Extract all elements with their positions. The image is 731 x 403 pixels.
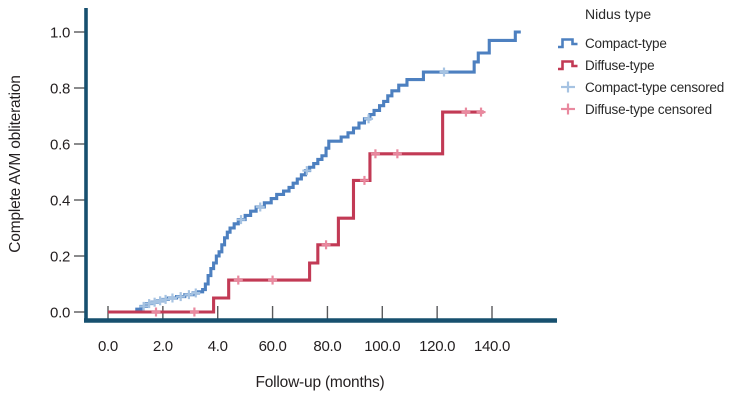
legend-label: Compact-type censored [585,79,725,95]
y-tick-label: 0.6 [50,137,70,154]
x-axis-title: Follow-up (months) [255,374,385,391]
y-tick-label: 0.8 [50,81,70,98]
x-tick-label: 120.0 [419,338,455,355]
diffuse-curve [108,110,484,314]
compact-curve [108,30,521,314]
legend-title: Nidus type [585,6,652,22]
y-tick-label: 0.0 [50,305,70,322]
x-tick-label: 80.0 [313,338,341,355]
step-glyph [558,38,578,49]
legend-label: Diffuse-type censored [585,101,712,117]
step-glyph [558,60,578,71]
y-tick-label: 1.0 [50,25,70,42]
x-tick-label: 140.0 [474,338,510,355]
legend-entry-compact-censored: Compact-type censored [556,76,730,98]
compact-censored-plus-icon [561,81,575,93]
x-tick-label: 100.0 [364,338,400,355]
diffuse-censored-plus-icon [561,103,575,115]
legend: Nidus type Compact-type Diffuse-type Com… [556,6,730,120]
legend-entry-compact: Compact-type [556,32,730,54]
legend-entry-diffuse-censored: Diffuse-type censored [556,98,730,120]
legend-label: Diffuse-type [585,57,655,73]
legend-entry-diffuse: Diffuse-type [556,54,730,76]
diffuse-step-icon [558,60,578,71]
y-tick-label: 0.4 [50,193,70,210]
x-tick-label: 60.0 [259,338,287,355]
legend-label: Compact-type [585,35,667,51]
y-tick-label: 0.2 [50,249,70,266]
x-tick-label: 0.0 [98,338,118,355]
x-tick-label: 2.0 [153,338,173,355]
compact-step-icon [558,38,578,49]
x-tick-label: 4.0 [208,338,228,355]
